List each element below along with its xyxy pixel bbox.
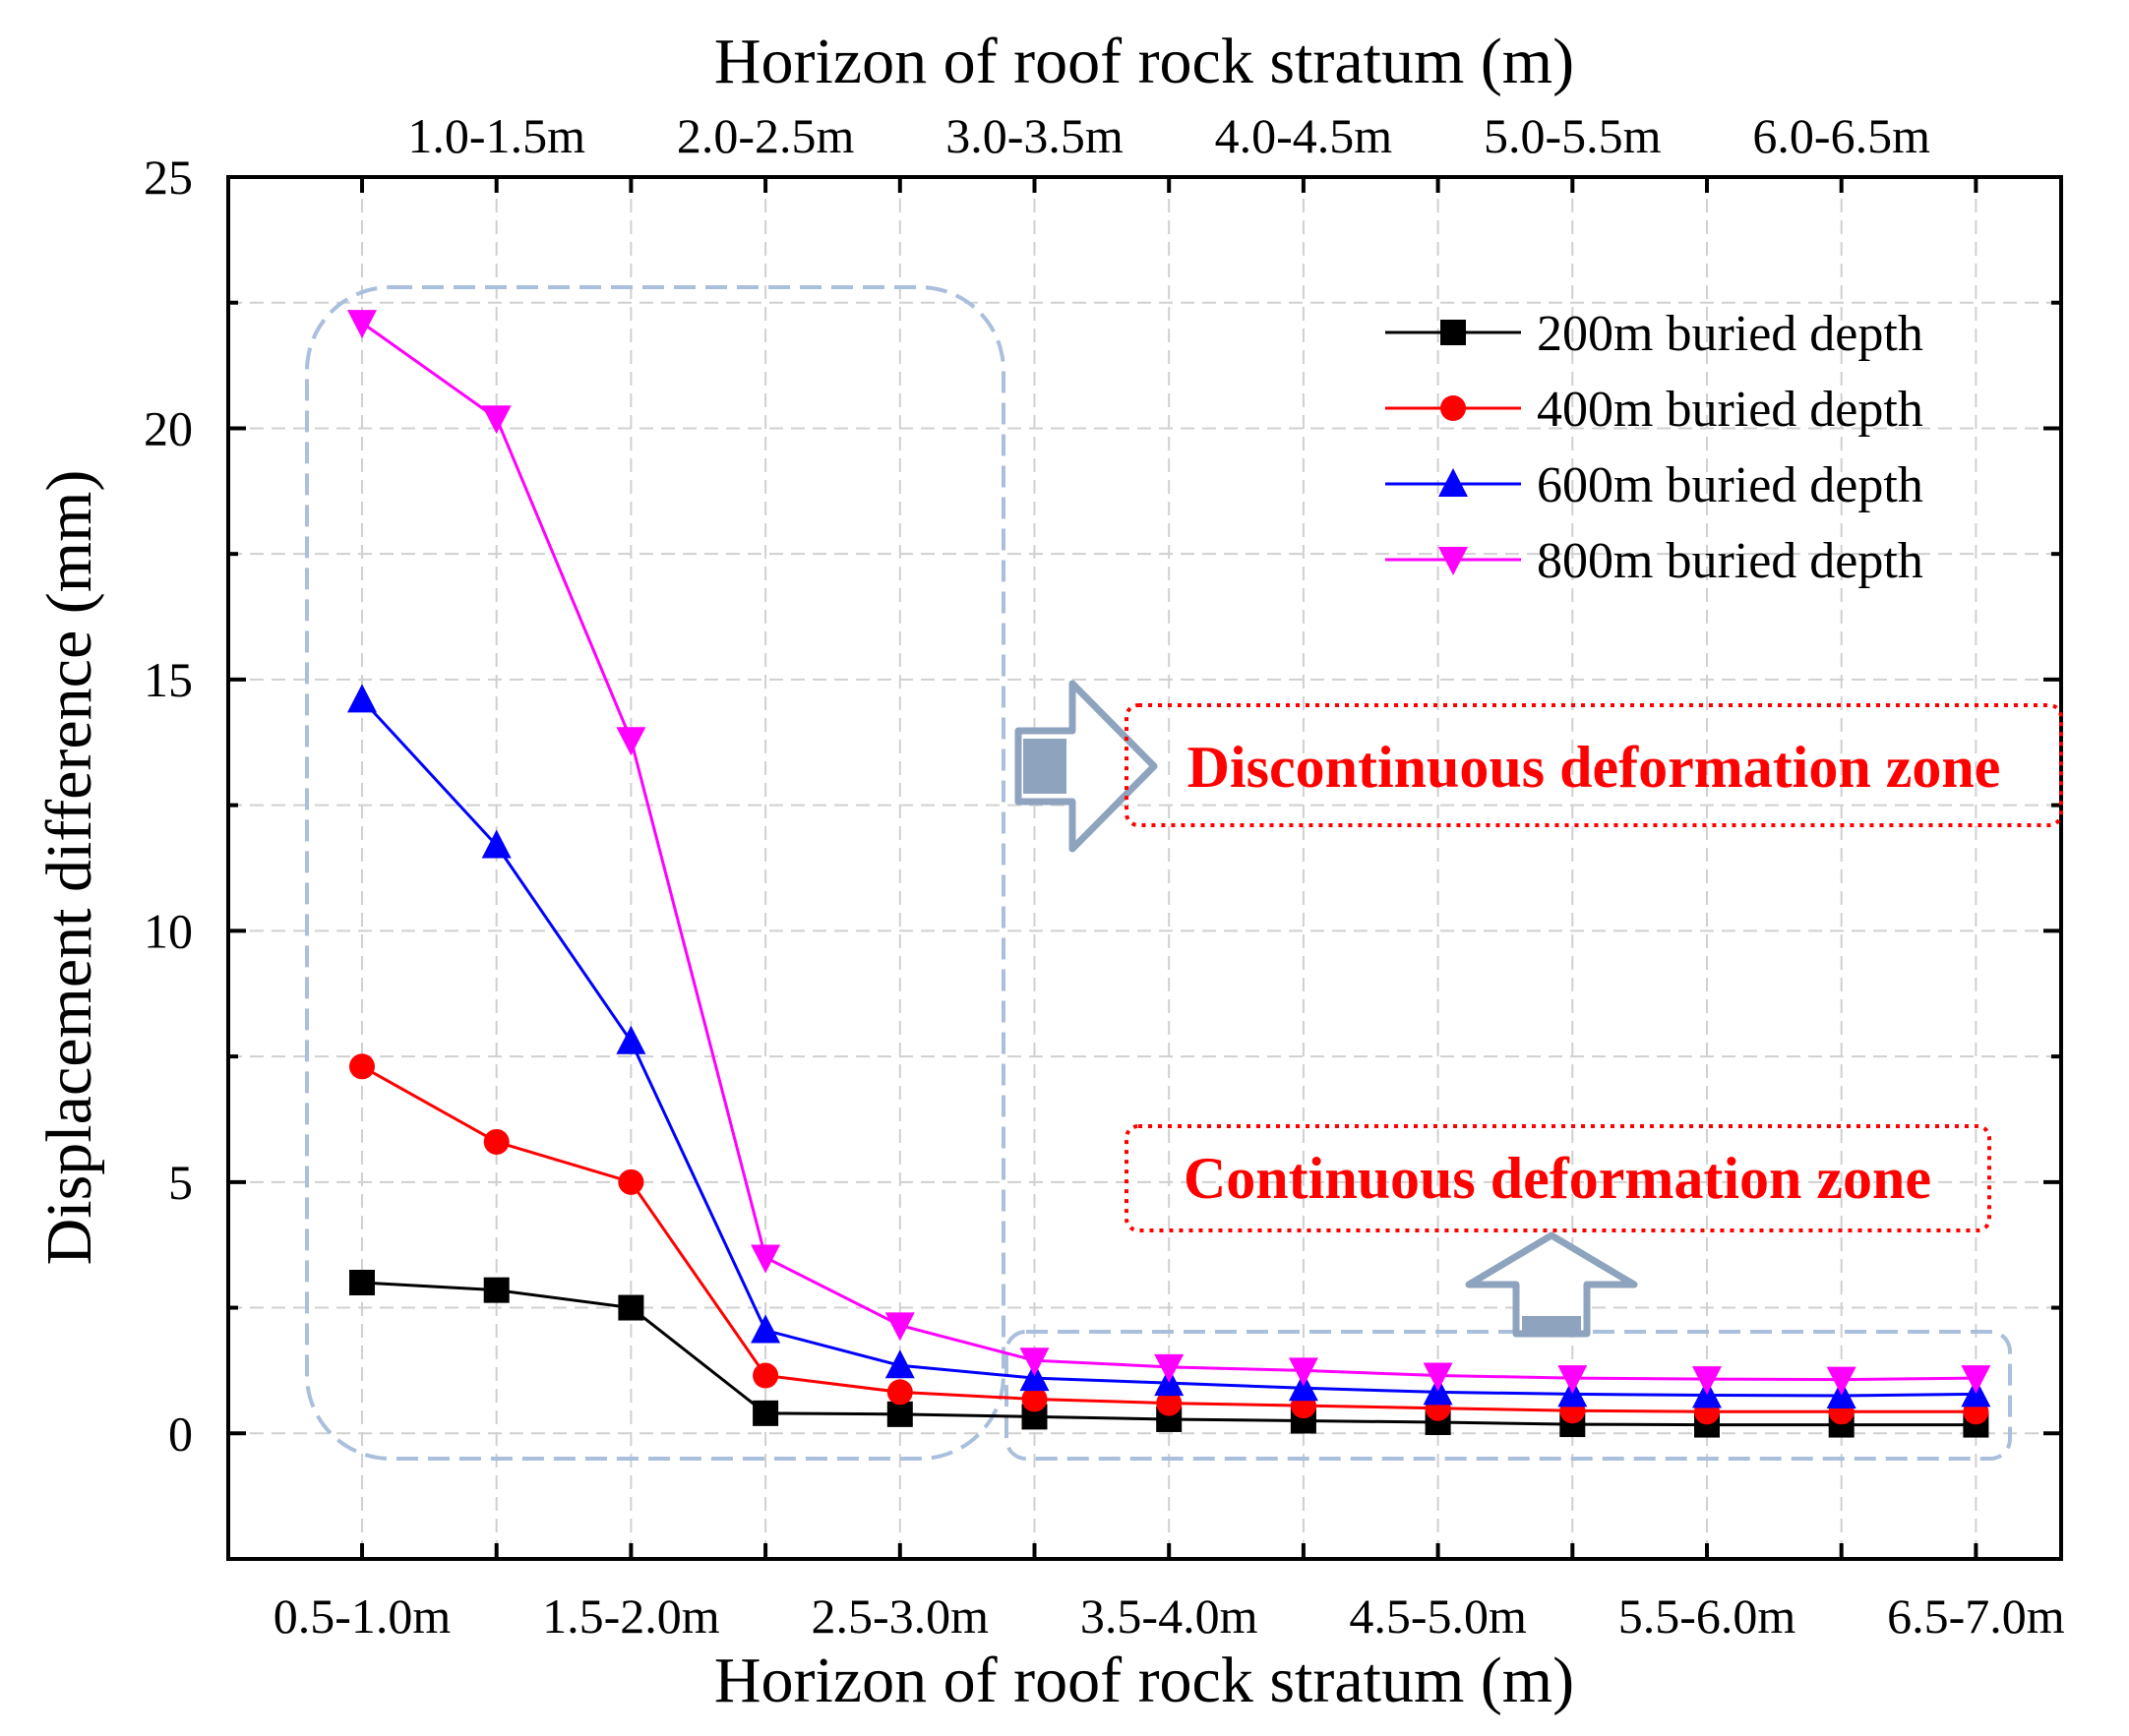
data-point	[753, 1400, 779, 1426]
legend: 200m buried depth 400m buried depth 600m b…	[1385, 306, 1923, 589]
grid-lines	[228, 177, 2061, 1559]
x-axis-top-title: Horizon of roof rock stratum (m)	[714, 26, 1574, 97]
data-point	[616, 1025, 646, 1054]
data-point	[751, 1314, 781, 1344]
x-axis-bottom-title: Horizon of roof rock stratum (m)	[714, 1645, 1574, 1716]
x-tick-label-bottom: 6.5-7.0m	[1887, 1588, 2065, 1644]
tick-labels: 0 5 10 15 20 25 0.5-1.0m 1.5-2.0m 2.5-3.0m 3.5-4.…	[144, 108, 2065, 1644]
series-3	[347, 310, 1991, 1396]
data-point	[1019, 1347, 1050, 1377]
y-tick-label: 25	[144, 150, 193, 205]
data-point	[1288, 1357, 1318, 1387]
data-point	[1288, 1372, 1318, 1402]
legend-label: 800m buried depth	[1537, 533, 1923, 589]
data-point	[618, 1168, 644, 1195]
data-point	[886, 1379, 913, 1406]
data-point	[483, 1128, 510, 1155]
up-arrow-icon	[1465, 1231, 1638, 1338]
y-tick-label: 20	[144, 400, 193, 455]
right-arrow-icon	[1014, 680, 1158, 853]
data-point	[1423, 1362, 1453, 1392]
x-tick-label-bottom: 0.5-1.0m	[274, 1588, 452, 1644]
y-tick-label: 0	[168, 1406, 193, 1461]
data-point	[1961, 1365, 1991, 1395]
y-axis-title: Displacement difference (mm)	[33, 470, 105, 1266]
x-tick-label-bottom: 5.5-6.0m	[1618, 1588, 1796, 1644]
data-point	[884, 1349, 915, 1379]
data-point	[347, 684, 377, 713]
x-tick-label-top: 1.0-1.5m	[407, 108, 585, 163]
x-tick-label-top: 6.0-6.5m	[1752, 108, 1930, 163]
series-layer	[347, 310, 1991, 1438]
data-point	[1692, 1366, 1722, 1396]
discontinuous-zone-label: Discontinuous deformation zone	[1187, 735, 2001, 800]
data-point	[1557, 1365, 1588, 1395]
legend-marker	[1440, 395, 1466, 421]
plot-frame	[226, 175, 2063, 1561]
data-point	[1156, 1390, 1183, 1416]
y-tick-label: 5	[168, 1155, 193, 1210]
data-point	[347, 310, 377, 339]
y-tick-label: 10	[144, 903, 193, 958]
x-tick-label-bottom: 2.5-3.0m	[812, 1588, 990, 1644]
x-tick-label-bottom: 1.5-2.0m	[542, 1588, 720, 1644]
legend-label: 200m buried depth	[1537, 306, 1923, 362]
legend-marker	[1438, 547, 1468, 575]
data-point	[481, 405, 512, 435]
data-point	[1826, 1366, 1856, 1396]
data-point	[616, 727, 646, 756]
x-tick-label-top: 5.0-5.5m	[1484, 108, 1662, 163]
continuous-label-box	[1125, 1124, 1991, 1232]
data-point	[1021, 1386, 1048, 1412]
data-point	[483, 1277, 510, 1303]
x-tick-label-bottom: 4.5-5.0m	[1349, 1588, 1527, 1644]
discontinuous-region-box	[305, 285, 1005, 1461]
axis-ticks	[228, 175, 2061, 1561]
legend-marker	[1438, 468, 1468, 497]
data-point	[753, 1362, 779, 1389]
y-tick-label: 15	[144, 652, 193, 707]
data-point	[751, 1244, 781, 1274]
data-point	[349, 1270, 375, 1295]
data-point	[1154, 1353, 1185, 1383]
legend-label: 400m buried depth	[1537, 382, 1923, 438]
data-point	[1019, 1362, 1050, 1392]
continuous-region-box	[1004, 1330, 2012, 1461]
legend-label: 600m buried depth	[1537, 457, 1923, 513]
data-point	[481, 829, 512, 859]
data-point	[618, 1294, 644, 1321]
data-point	[884, 1312, 915, 1342]
legend-marker	[1440, 320, 1466, 345]
x-tick-label-bottom: 3.5-4.0m	[1080, 1588, 1258, 1644]
data-point	[349, 1053, 375, 1080]
continuous-zone-label: Continuous deformation zone	[1184, 1146, 1931, 1211]
x-tick-label-top: 2.0-2.5m	[677, 108, 855, 163]
x-tick-label-top: 4.0-4.5m	[1215, 108, 1393, 163]
data-point	[886, 1401, 913, 1427]
discontinuous-label-box	[1125, 703, 2063, 827]
x-tick-label-top: 3.0-3.5m	[945, 108, 1124, 163]
